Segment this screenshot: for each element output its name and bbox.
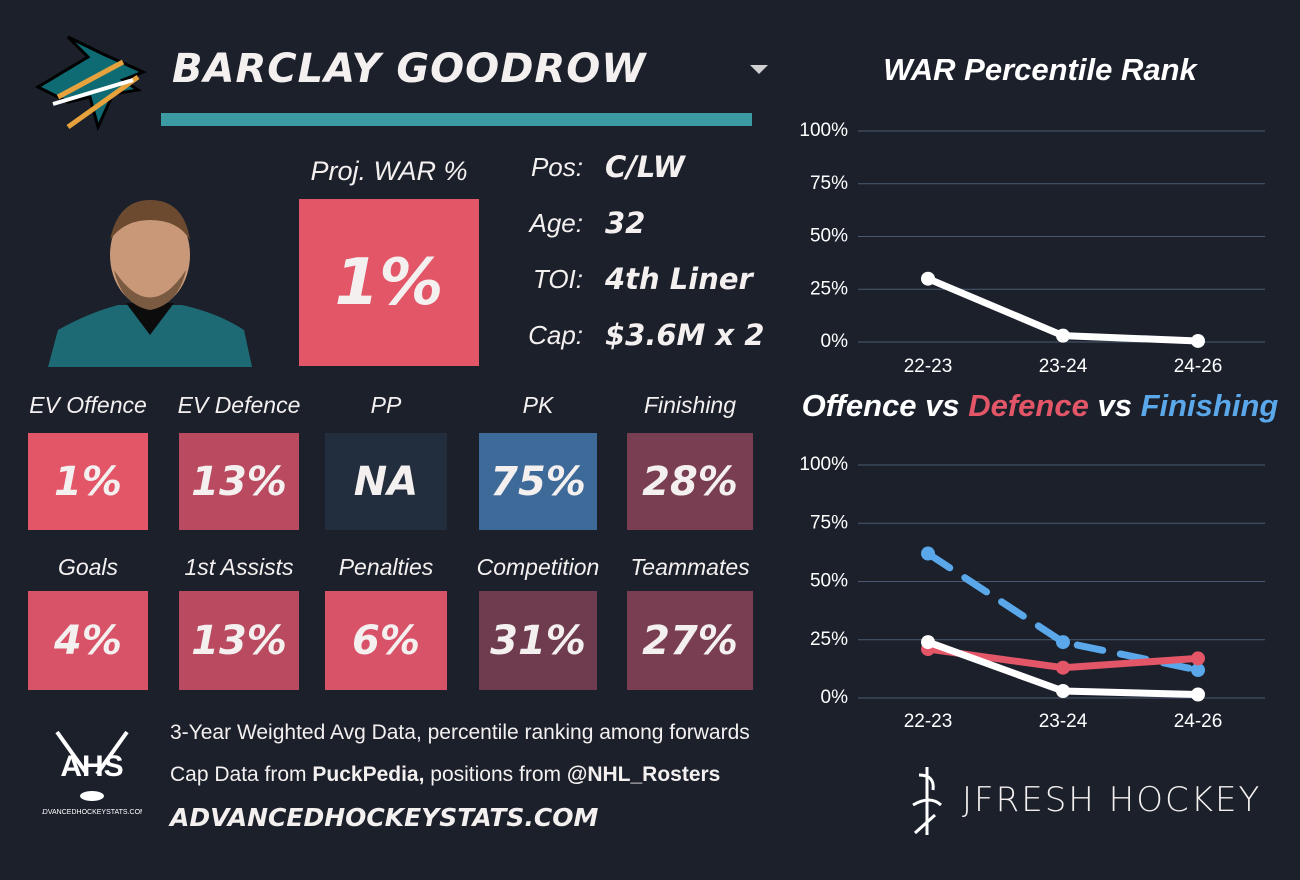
data-point (1056, 328, 1070, 343)
data-point (1191, 687, 1205, 702)
legend-entry: Offence (802, 388, 917, 423)
y-tick-label: 25% (810, 278, 848, 299)
footer-source: @NHL_Rosters (566, 763, 721, 786)
ahs-logo: AHS ADVANCEDHOCKEYSTATS.COM (42, 730, 142, 816)
stat-tile: 27% (627, 591, 753, 690)
tile-value: 13% (191, 617, 287, 664)
legend-entry: Defence (968, 388, 1089, 423)
tile-value: 31% (490, 617, 586, 664)
team-logo (34, 35, 147, 132)
y-tick-label: 50% (810, 226, 848, 247)
brand-name: JFRESH HOCKEY (962, 780, 1262, 820)
tile-value: 13% (191, 458, 287, 505)
y-tick-label: 0% (821, 331, 849, 352)
info-value: 32 (605, 206, 646, 240)
x-tick-label: 23-24 (1039, 356, 1088, 377)
info-value: 4th Liner (605, 262, 753, 296)
tile-value: 6% (352, 617, 420, 664)
stat-tile: 75% (479, 433, 597, 530)
data-point (1056, 660, 1070, 675)
data-point (921, 271, 935, 286)
y-tick-label: 100% (799, 120, 848, 141)
proj-value: 1% (334, 245, 444, 320)
info-label: Age: (529, 208, 584, 238)
tile-value: 4% (54, 617, 122, 664)
y-tick-label: 75% (810, 173, 848, 194)
chart-title: WAR Percentile Rank (883, 52, 1198, 87)
stat-tile: 4% (28, 591, 148, 690)
stat-tile: NA (325, 433, 447, 530)
tile-label: EV Offence (29, 392, 147, 418)
title-separator: vs (917, 388, 969, 423)
tile-label: 1st Assists (184, 554, 294, 580)
tile-value: 75% (490, 458, 586, 505)
stat-tile: 13% (179, 433, 299, 530)
tile-label: PK (522, 392, 554, 418)
footer-line2: Cap Data from PuckPedia, positions from … (170, 763, 720, 787)
info-value: $3.6M x 2 (605, 318, 765, 352)
stat-tile: 6% (325, 591, 447, 690)
tile-label: EV Defence (177, 392, 301, 418)
info-label: Pos: (530, 152, 583, 182)
tile-label: Teammates (630, 554, 750, 580)
footer-text: Cap Data from (170, 763, 313, 786)
footer-text: positions from (424, 763, 567, 786)
stat-tile: 13% (179, 591, 299, 690)
tile-label: Finishing (643, 392, 737, 418)
data-point (1191, 663, 1205, 678)
player-name: BARCLAY GOODROW (172, 46, 647, 92)
player-photo (48, 200, 252, 367)
info-label: TOI: (532, 264, 583, 294)
footer-source: PuckPedia, (312, 763, 425, 786)
info-value: C/LW (605, 150, 685, 184)
data-point (1056, 684, 1070, 699)
x-tick-label: 23-24 (1039, 711, 1088, 732)
tile-value: 28% (642, 458, 738, 505)
legend-entry: Finishing (1141, 388, 1279, 423)
stat-tile: 1% (28, 433, 148, 530)
ahs-logo-text: AHS (60, 750, 123, 783)
tile-label: Competition (476, 554, 600, 580)
y-tick-label: 50% (810, 571, 848, 592)
data-point (1056, 635, 1070, 650)
tile-label: Goals (57, 554, 119, 580)
data-point (1191, 333, 1205, 348)
chart-title: Offence vs Defence vs Finishing (802, 388, 1279, 423)
tile-value: NA (353, 458, 419, 505)
y-tick-label: 100% (799, 454, 848, 475)
stat-tile: 28% (627, 433, 753, 530)
data-point (921, 546, 935, 561)
y-tick-label: 0% (821, 687, 849, 708)
tile-label: Penalties (338, 554, 434, 580)
proj-label: Proj. WAR % (310, 156, 468, 186)
x-tick-label: 22-23 (904, 711, 953, 732)
data-point (1191, 651, 1205, 666)
brand-mark (912, 767, 943, 835)
x-tick-label: 24-26 (1174, 711, 1223, 732)
name-underline (161, 113, 752, 126)
tile-value: 27% (642, 617, 738, 664)
y-tick-label: 25% (810, 629, 848, 650)
footer-url: ADVANCEDHOCKEYSTATS.COM (170, 803, 599, 832)
data-point (921, 635, 935, 650)
stat-tile: 31% (479, 591, 597, 690)
tile-label: PP (370, 392, 402, 418)
y-tick-label: 75% (810, 512, 848, 533)
x-tick-label: 24-26 (1174, 356, 1223, 377)
dropdown-arrow[interactable] (750, 65, 768, 75)
tile-value: 1% (54, 458, 122, 505)
title-separator: vs (1089, 388, 1141, 423)
proj-value-box: 1% (299, 199, 479, 366)
ahs-logo-sub: ADVANCEDHOCKEYSTATS.COM (42, 809, 142, 816)
x-tick-label: 22-23 (904, 356, 953, 377)
info-label: Cap: (528, 320, 583, 350)
footer-line1: 3-Year Weighted Avg Data, percentile ran… (170, 721, 750, 744)
